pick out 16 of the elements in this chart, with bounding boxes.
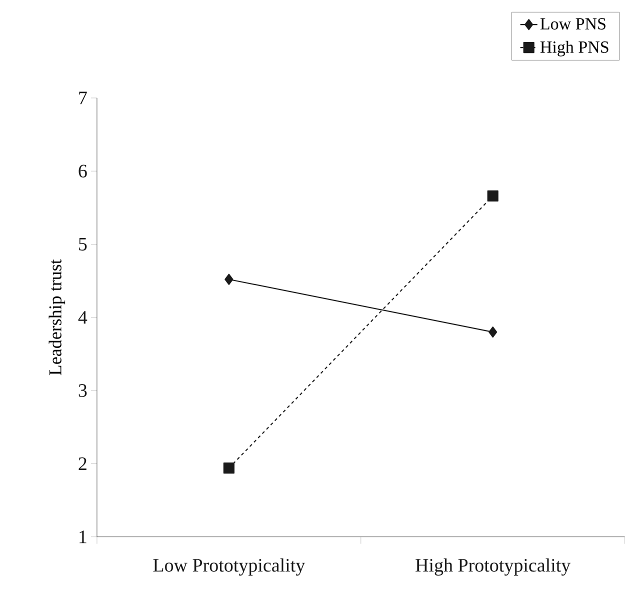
- y-tick-label: 2: [78, 457, 86, 470]
- y-tick-label: 6: [78, 164, 87, 178]
- y-tick-label: 5: [79, 238, 87, 251]
- point: [224, 274, 234, 286]
- point: [223, 462, 234, 474]
- y-axis-title: Leadership trust: [48, 259, 66, 376]
- point: [487, 190, 498, 202]
- y-tick-label: 7: [79, 92, 87, 104]
- y-tick-label: 4: [78, 311, 88, 324]
- x-tick-label: Low Prototypicality: [153, 558, 306, 576]
- y-tick-label: 3: [78, 384, 87, 398]
- x-tick-label: High Prototypicality: [416, 558, 571, 576]
- y-tick-label: 1: [80, 530, 86, 544]
- legend-label: High PNS: [540, 40, 608, 56]
- legend-label: Low PNS: [540, 18, 606, 30]
- point: [488, 326, 498, 338]
